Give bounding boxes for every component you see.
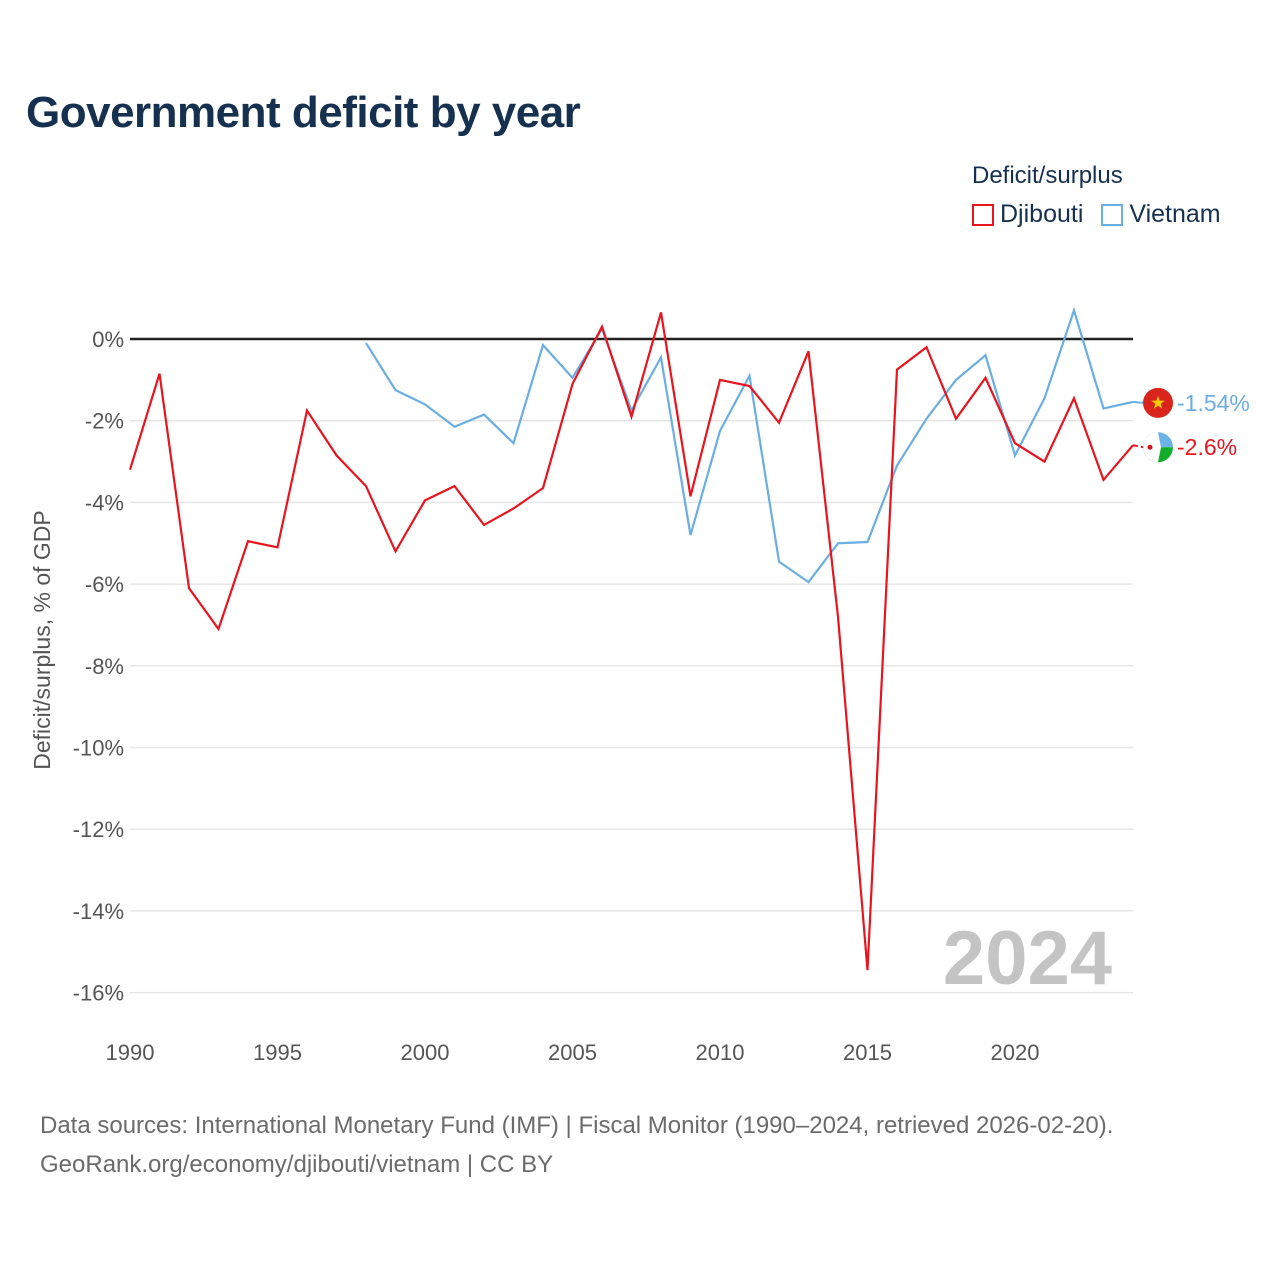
y-tick-label: -6% [85, 572, 124, 597]
y-tick-label: -2% [85, 409, 124, 434]
sources-line-2[interactable]: GeoRank.org/economy/djibouti/vietnam | C… [40, 1151, 554, 1178]
y-tick-label: -12% [73, 817, 124, 842]
legend-swatch-vietnam [1101, 203, 1124, 226]
y-tick-label: 0% [92, 327, 124, 352]
x-tick-label: 2020 [991, 1040, 1040, 1065]
legend-item-djibouti[interactable]: Djibouti [972, 200, 1083, 229]
x-tick-label: 2000 [401, 1040, 450, 1065]
current-year-watermark: 2024 [943, 916, 1112, 1001]
y-tick-label: -16% [73, 981, 124, 1006]
series-layer [128, 306, 1134, 971]
x-tick-label: 1995 [253, 1040, 302, 1065]
x-tick-label: 2005 [548, 1040, 597, 1065]
legend-item-vietnam[interactable]: Vietnam [1101, 200, 1221, 229]
x-tick-label: 2010 [696, 1040, 745, 1065]
sources-line-1: Data sources: International Monetary Fun… [40, 1112, 1114, 1139]
djibouti-flag-icon [1143, 432, 1173, 463]
legend: Deficit/surplus Djibouti Vietnam [972, 162, 1239, 229]
legend-title: Deficit/surplus [972, 162, 1123, 189]
legend-label-vietnam: Vietnam [1129, 200, 1221, 228]
series-line-djibouti[interactable] [128, 312, 1134, 971]
vietnam-flag-star-icon [1151, 395, 1165, 409]
djibouti-flag-star-icon [1147, 444, 1153, 450]
y-tick-label: -10% [73, 736, 124, 761]
y-tick-labels: 0% -2% -4% -6% -8% -10% -12% -14% -16% [73, 327, 124, 1006]
gridlines [130, 419, 1133, 994]
legend-swatch-djibouti [972, 203, 994, 226]
vietnam-leader-line [1132, 400, 1144, 404]
y-tick-label: -4% [85, 490, 124, 515]
djibouti-leader-line [1132, 444, 1144, 449]
vietnam-end-label: -1.54% [1177, 390, 1250, 416]
end-markers: -1.54% -2.6% [1132, 387, 1250, 463]
x-tick-labels: 1990 1995 2000 2005 2010 2015 2020 [106, 1040, 1040, 1065]
data-sources: Data sources: International Monetary Fun… [40, 1106, 1260, 1184]
y-tick-label: -8% [85, 654, 124, 679]
y-axis-title: Deficit/surplus, % of GDP [29, 510, 55, 769]
x-tick-label: 1990 [106, 1040, 155, 1065]
y-tick-label: -14% [73, 899, 124, 924]
legend-label-djibouti: Djibouti [1000, 200, 1084, 228]
djibouti-end-label: -2.6% [1177, 434, 1237, 460]
chart-title: Government deficit by year [26, 88, 581, 137]
x-tick-label: 2015 [843, 1040, 892, 1065]
